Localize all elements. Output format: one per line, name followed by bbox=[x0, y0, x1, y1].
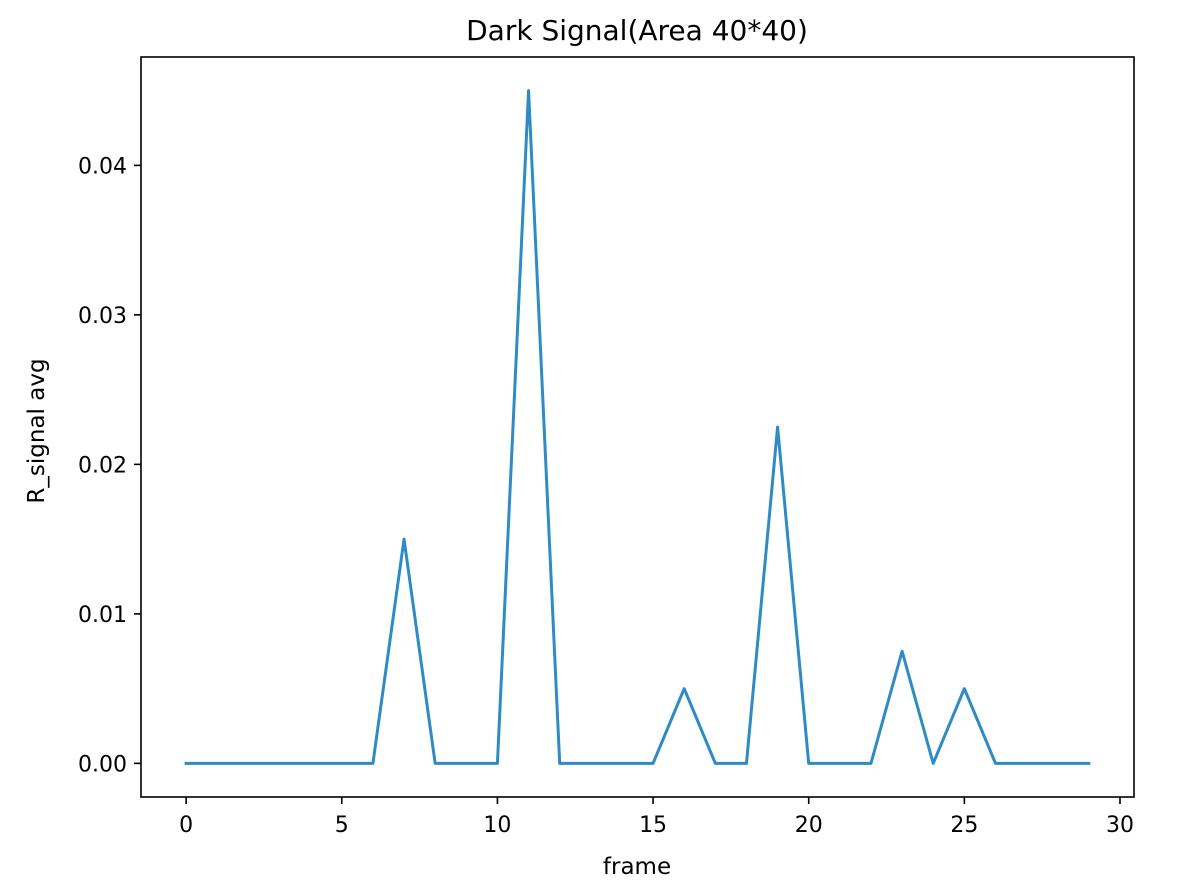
y-tick-label: 0.04 bbox=[78, 154, 127, 179]
x-tick-label: 15 bbox=[639, 813, 667, 838]
axis-ticks: 0 5 10 15 20 25 30 0.00 0.01 0.02 0.03 0.04 bbox=[78, 154, 1134, 838]
chart-title: Dark Signal(Area 40*40) bbox=[466, 14, 808, 47]
x-axis-label: frame bbox=[603, 854, 671, 880]
y-axis-label: R_signal avg bbox=[24, 358, 50, 503]
x-tick-label: 10 bbox=[483, 813, 511, 838]
x-tick-label: 20 bbox=[795, 813, 823, 838]
plot-frame bbox=[140, 56, 1135, 798]
x-tick-label: 5 bbox=[335, 813, 349, 838]
x-tick-label: 0 bbox=[179, 813, 193, 838]
y-tick-label: 0.00 bbox=[78, 752, 127, 777]
y-tick-label: 0.03 bbox=[78, 304, 127, 329]
y-tick-label: 0.01 bbox=[78, 603, 127, 628]
x-tick-label: 25 bbox=[950, 813, 978, 838]
plot-area bbox=[184, 89, 1091, 765]
series-line bbox=[184, 89, 1091, 765]
x-tick-label: 30 bbox=[1106, 813, 1134, 838]
y-tick-label: 0.02 bbox=[78, 453, 127, 478]
